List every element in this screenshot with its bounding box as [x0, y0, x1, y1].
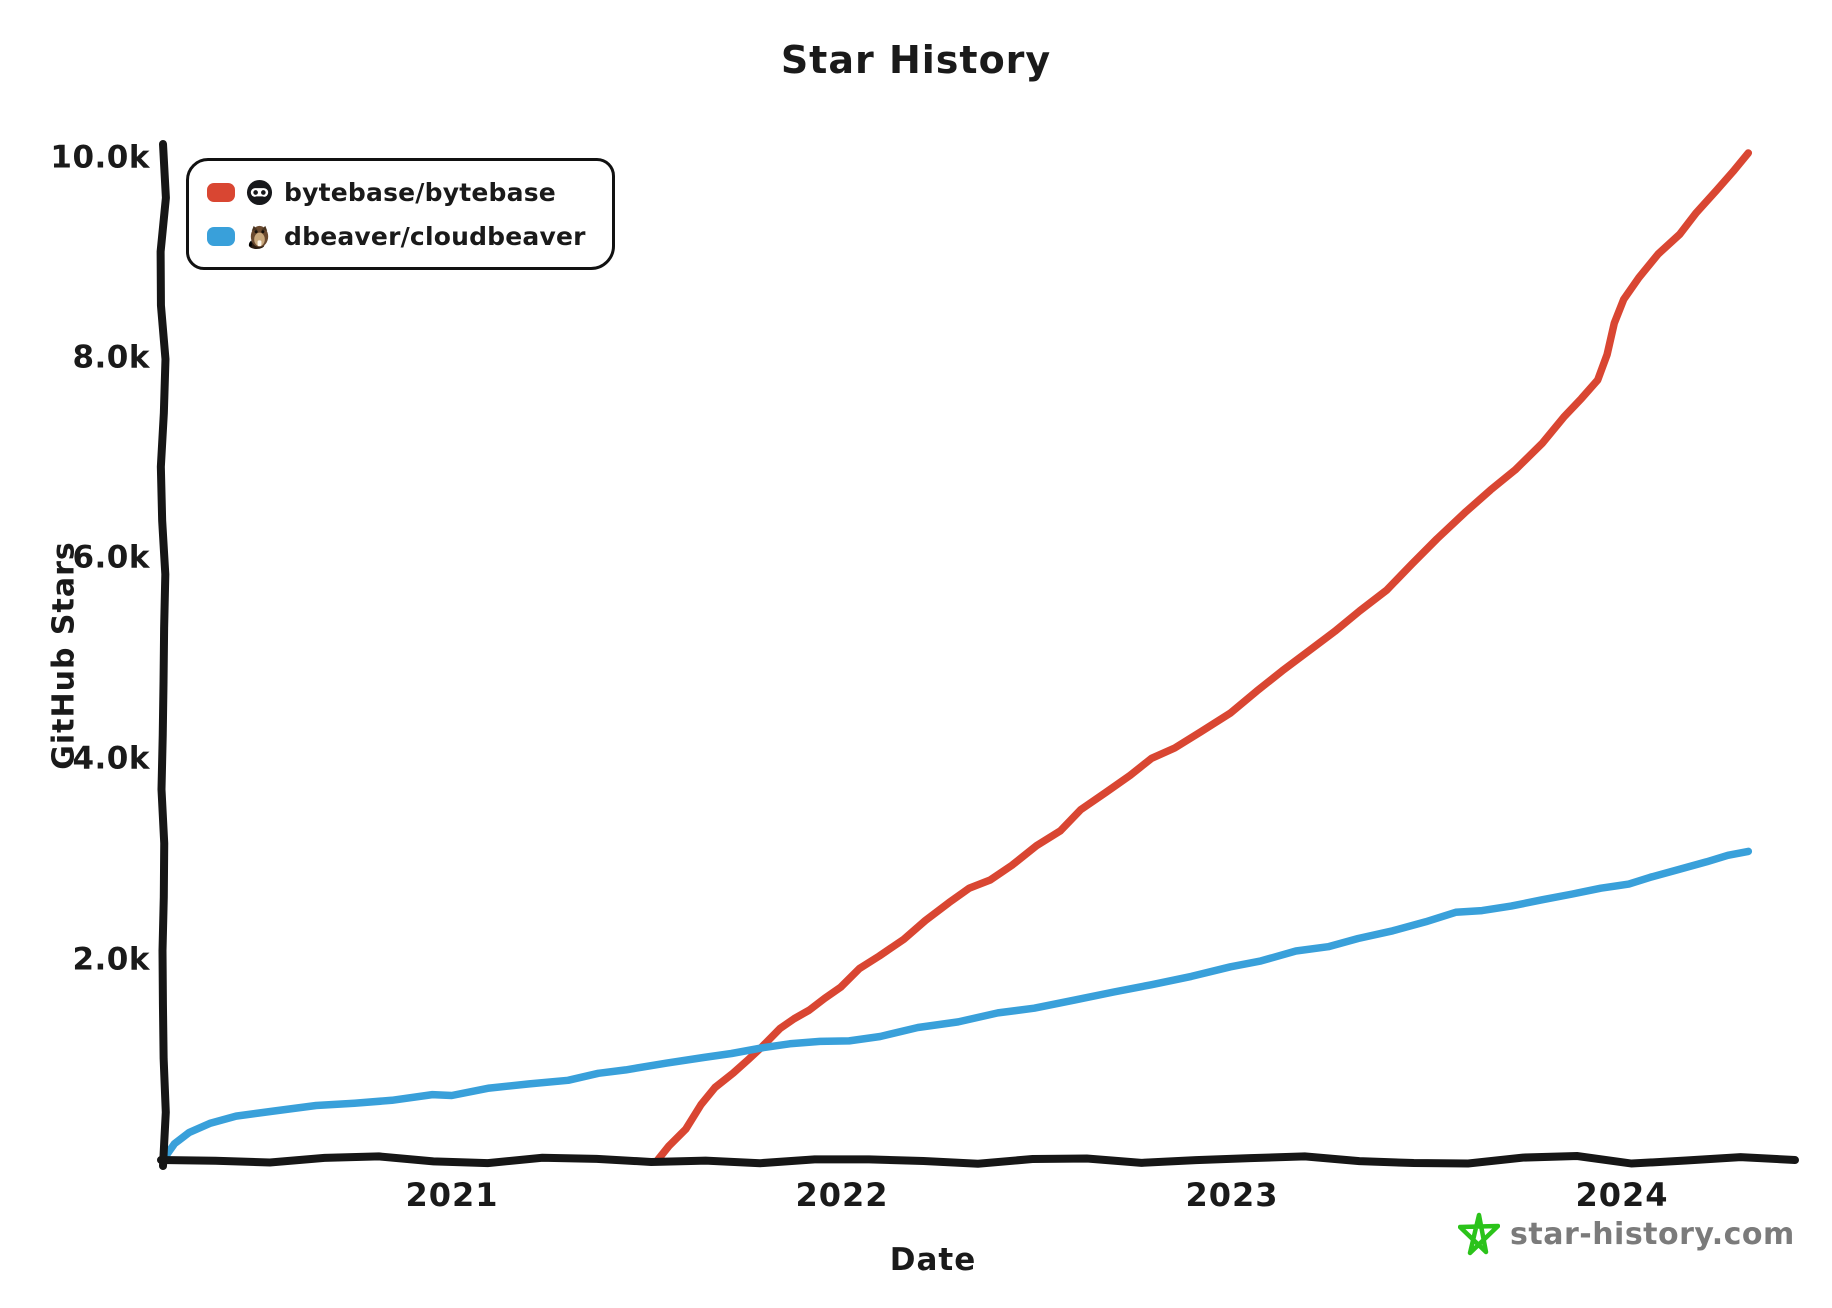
legend-label-bytebase: bytebase/bytebase [284, 177, 556, 207]
series-line-cloudbeaver [159, 847, 1753, 1164]
legend-item-bytebase: bytebase/bytebase [207, 173, 586, 211]
chart-title: Star History [780, 38, 1052, 82]
y-tick-2k: 2.0k [72, 941, 150, 978]
watermark-text: star-history.com [1510, 1216, 1795, 1252]
x-axis-line [157, 1152, 1799, 1168]
cloudbeaver-color-swatch [207, 226, 235, 246]
beaver-logo-icon [248, 225, 269, 249]
x-tick-2021: 2021 [405, 1176, 499, 1214]
y-tick-8k: 8.0k [72, 339, 150, 376]
y-tick-4k: 4.0k [72, 740, 150, 777]
legend-box: bytebase/bytebase dbeaver/cloudbeaver [186, 158, 615, 270]
green-star-icon [1458, 1212, 1500, 1256]
legend-item-cloudbeaver: dbeaver/cloudbeaver [207, 217, 586, 255]
y-axis-line [156, 140, 170, 1170]
series-line-bytebase [653, 149, 1753, 1164]
bytebase-logo-icon [246, 179, 273, 205]
watermark: star-history.com [1458, 1212, 1795, 1256]
legend-label-cloudbeaver: dbeaver/cloudbeaver [284, 221, 586, 251]
y-axis-title: GitHub Stars [46, 541, 82, 770]
x-tick-2024: 2024 [1575, 1176, 1669, 1214]
x-axis-title: Date [889, 1242, 977, 1278]
y-tick-10k: 10.0k [50, 139, 150, 176]
x-tick-2023: 2023 [1185, 1176, 1279, 1214]
x-tick-2022: 2022 [795, 1176, 889, 1214]
y-tick-6k: 6.0k [72, 539, 150, 576]
bytebase-color-swatch [207, 182, 235, 202]
